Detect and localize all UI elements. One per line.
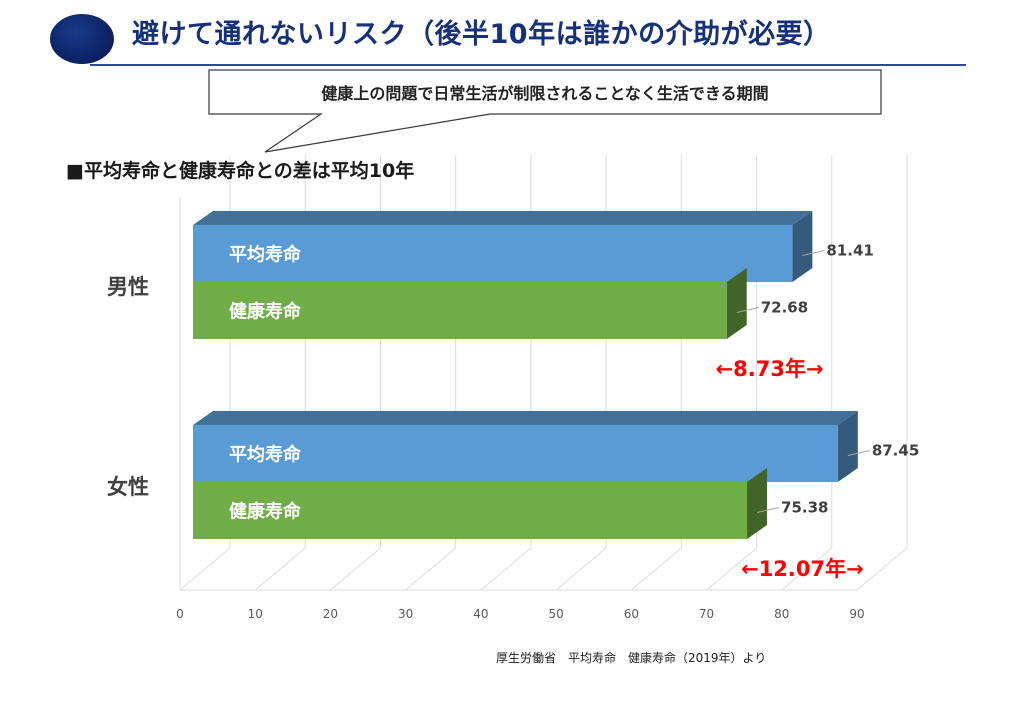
chart-bars bbox=[193, 211, 858, 539]
data-label: 87.45 bbox=[872, 442, 919, 460]
callout-text: 健康上の問題で日常生活が制限されることなく生活できる期間 bbox=[321, 84, 769, 103]
gridline-floor bbox=[179, 547, 231, 591]
x-tick-label: 10 bbox=[248, 607, 263, 621]
bar-average-life bbox=[193, 225, 793, 282]
x-tick-label: 60 bbox=[624, 607, 639, 621]
bar-healthy-life bbox=[193, 482, 748, 539]
data-label: 72.68 bbox=[761, 299, 808, 317]
gridline-floor bbox=[706, 547, 757, 591]
bar-side-face bbox=[792, 211, 813, 282]
category-label: 男性 bbox=[107, 275, 149, 299]
x-tick-label: 50 bbox=[548, 607, 563, 621]
bar-top-face bbox=[193, 411, 858, 425]
gridline-floor bbox=[330, 547, 381, 591]
chart-subtitle: ■平均寿命と健康寿命との差は平均10年 bbox=[66, 160, 415, 182]
bar-top-face bbox=[193, 211, 813, 225]
bar-side-face bbox=[747, 468, 768, 539]
gridline-floor bbox=[856, 547, 908, 591]
data-label-leader bbox=[802, 250, 825, 256]
callout-bubble bbox=[208, 69, 882, 153]
gap-annotation: ←8.73年→ bbox=[716, 357, 824, 381]
x-tick-label: 90 bbox=[849, 607, 864, 621]
x-tick-label: 70 bbox=[699, 607, 714, 621]
gridline-floor bbox=[405, 547, 456, 591]
header-logo-oval bbox=[50, 14, 114, 64]
data-label-leader bbox=[847, 450, 870, 456]
bar-series-label: 健康寿命 bbox=[229, 501, 302, 523]
gridline-floor bbox=[631, 547, 682, 591]
x-tick-label: 0 bbox=[176, 607, 184, 621]
data-label-leader bbox=[756, 507, 780, 513]
category-label: 女性 bbox=[107, 475, 149, 499]
gridline-floor bbox=[781, 547, 833, 591]
x-tick-label: 20 bbox=[323, 607, 338, 621]
gridline-floor bbox=[480, 547, 532, 591]
bar-side-face bbox=[726, 268, 747, 339]
bar-series-label: 平均寿命 bbox=[229, 244, 302, 266]
bar-side-face bbox=[837, 411, 858, 482]
source-note: 厚生労働省 平均寿命 健康寿命（2019年）より bbox=[496, 651, 767, 665]
x-tick-label: 80 bbox=[774, 607, 789, 621]
gridline-floor bbox=[555, 547, 607, 591]
bar-series-label: 平均寿命 bbox=[229, 444, 302, 466]
gridline-floor bbox=[254, 547, 306, 591]
bar-series-label: 健康寿命 bbox=[229, 301, 302, 323]
gap-annotation: ←12.07年→ bbox=[741, 557, 864, 581]
bar-average-life bbox=[193, 425, 838, 482]
page-title: 避けて通れないリスク（後半10年は誰かの介助が必要） bbox=[132, 19, 831, 50]
data-label: 81.41 bbox=[826, 242, 873, 260]
bar-healthy-life bbox=[193, 282, 727, 339]
data-label-leader bbox=[736, 307, 759, 313]
x-tick-label: 30 bbox=[398, 607, 413, 621]
header-divider bbox=[90, 64, 966, 66]
data-label: 75.38 bbox=[781, 499, 828, 517]
x-tick-label: 40 bbox=[473, 607, 488, 621]
